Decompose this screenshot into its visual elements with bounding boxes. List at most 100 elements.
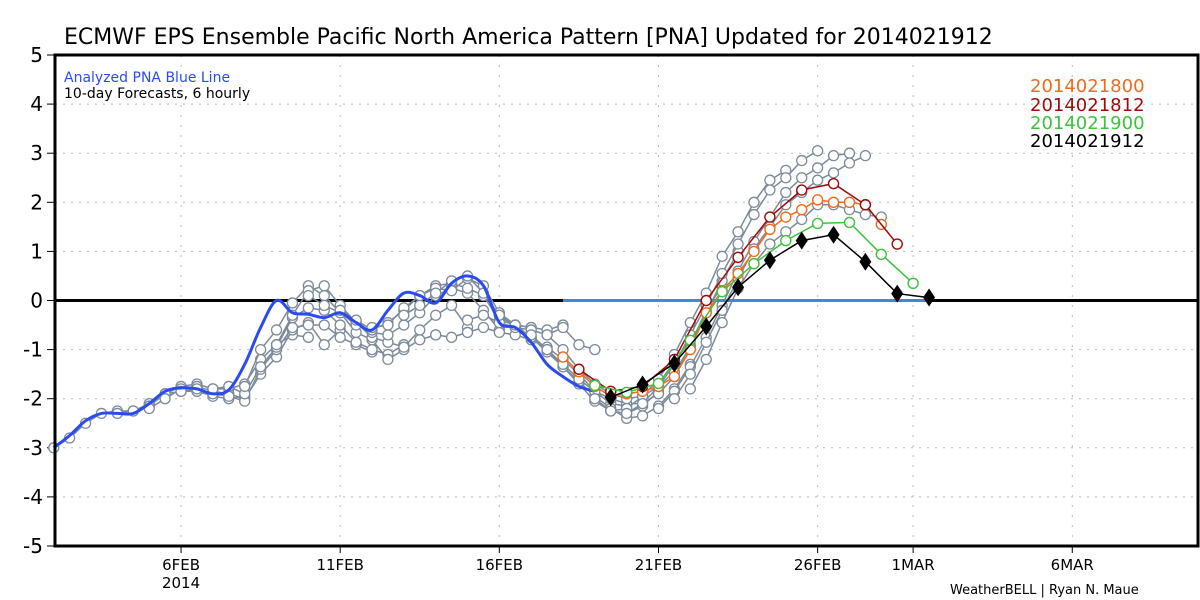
- y-tick-label: -4: [23, 485, 43, 509]
- past-forecast-point: [732, 226, 744, 238]
- x-tick-label: 6MAR: [1051, 556, 1094, 574]
- past-forecast-point: [366, 343, 378, 356]
- forecast-point-2014021912: [700, 317, 713, 336]
- forecast-point-2014021812: [827, 177, 840, 190]
- y-tick-label: -2: [23, 387, 43, 411]
- past-forecast-point: [796, 172, 808, 184]
- past-forecast-point: [700, 336, 712, 348]
- past-forecast-point: [780, 186, 792, 199]
- forecast-point-2014021900: [907, 277, 919, 290]
- past-forecast-point: [748, 196, 760, 208]
- past-forecast-point: [445, 299, 458, 312]
- past-forecast-point: [541, 329, 553, 341]
- past-forecast-point: [382, 329, 394, 341]
- past-forecast-point: [827, 167, 840, 179]
- past-forecast-point: [398, 309, 410, 321]
- forecast-point-2014021900: [875, 248, 887, 261]
- x-tick-label: 16FEB: [476, 556, 523, 574]
- past-forecast-point: [414, 334, 426, 346]
- past-forecast-point: [334, 331, 346, 343]
- past-forecast-point: [764, 238, 776, 250]
- past-forecast-point: [796, 154, 808, 167]
- forecast-point-2014021912: [859, 252, 872, 271]
- past-forecast-point: [589, 393, 601, 405]
- forecast-point-2014021800: [668, 370, 681, 383]
- forecast-point-2014021900: [748, 257, 760, 270]
- forecast-point-2014021912: [763, 251, 776, 270]
- legend-item-2014021912: 2014021912: [1030, 131, 1145, 152]
- past-forecast-point: [414, 299, 426, 312]
- forecast-point-2014021900: [843, 216, 856, 229]
- past-forecast-point: [286, 297, 299, 309]
- past-forecast-point: [716, 316, 728, 329]
- forecast-point-2014021912: [636, 375, 649, 394]
- forecast-point-2014021800: [748, 245, 760, 258]
- forecast-point-2014021812: [891, 238, 903, 250]
- past-forecast-point: [748, 208, 760, 221]
- past-forecast-point: [254, 343, 267, 356]
- past-forecast-point: [811, 174, 824, 186]
- past-forecast-point: [302, 331, 315, 343]
- past-forecast-point: [239, 380, 251, 393]
- past-forecast-point: [159, 393, 171, 405]
- past-forecast-point: [350, 336, 362, 348]
- forecast-point-2014021900: [811, 217, 824, 230]
- forecast-point-2014021812: [573, 363, 585, 375]
- past-forecast-point: [636, 410, 649, 422]
- forecast-point-2014021812: [764, 211, 776, 223]
- y-tick-label: 5: [30, 43, 43, 67]
- past-forecast-point: [318, 280, 330, 292]
- forecast-point-2014021800: [811, 194, 824, 206]
- forecast-series-group: [557, 177, 936, 407]
- plot-frame: [53, 53, 1200, 548]
- past-forecast-point: [668, 393, 681, 405]
- y-tick-label: -5: [23, 534, 43, 558]
- past-forecast-point: [859, 150, 872, 162]
- past-forecast-point: [636, 397, 649, 410]
- credit-text: WeatherBELL | Ryan N. Maue: [950, 583, 1139, 598]
- past-forecast-point: [684, 368, 696, 380]
- past-forecast-point: [764, 174, 776, 186]
- y-tick-label: -1: [23, 338, 43, 362]
- past-forecast-point: [493, 326, 505, 339]
- y-tick-label: 0: [30, 289, 43, 313]
- past-forecast-point: [461, 282, 474, 294]
- forecast-point-2014021900: [652, 377, 665, 390]
- past-forecast-point: [621, 407, 633, 420]
- forecast-point-2014021812: [732, 251, 744, 263]
- forecast-point-2014021812: [700, 294, 712, 307]
- forecast-point-2014021800: [827, 196, 840, 209]
- past-forecast-point: [477, 309, 490, 321]
- past-forecast-point: [318, 339, 330, 351]
- y-tick-label: -3: [23, 436, 43, 460]
- past-forecast-point: [843, 157, 856, 169]
- forecast-label: 10-day Forecasts, 6 hourly: [64, 86, 250, 102]
- past-forecast-point: [445, 331, 458, 343]
- forecast-point-2014021812: [859, 199, 872, 211]
- past-forecast-point: [414, 324, 426, 336]
- past-forecast-point: [270, 324, 283, 336]
- forecast-point-2014021912: [795, 231, 808, 250]
- past-forecast-point: [318, 299, 330, 312]
- legend: 2014021800 2014021812 2014021900 2014021…: [1030, 76, 1145, 152]
- legend-item-2014021800: 2014021800: [1030, 76, 1145, 97]
- past-forecast-point: [318, 319, 330, 331]
- chart-title: ECMWF EPS Ensemble Pacific North America…: [64, 25, 993, 50]
- past-forecast-point: [811, 145, 824, 157]
- analyzed-label: Analyzed PNA Blue Line: [64, 70, 230, 86]
- analyzed-pna-line: [52, 274, 596, 449]
- past-forecast-point: [811, 162, 824, 174]
- past-forecast-point: [398, 319, 410, 331]
- past-forecast-point: [843, 147, 856, 159]
- past-forecast-point: [827, 150, 840, 162]
- past-forecast-point: [573, 339, 585, 351]
- forecast-point-2014021800: [780, 211, 792, 223]
- forecast-point-2014021800: [843, 196, 856, 209]
- forecast-point-2014021800: [764, 223, 776, 236]
- past-forecast-point: [605, 405, 617, 417]
- legend-item-2014021812: 2014021812: [1030, 95, 1145, 116]
- past-forecast-point: [270, 339, 283, 351]
- forecast-point-2014021912: [668, 354, 681, 373]
